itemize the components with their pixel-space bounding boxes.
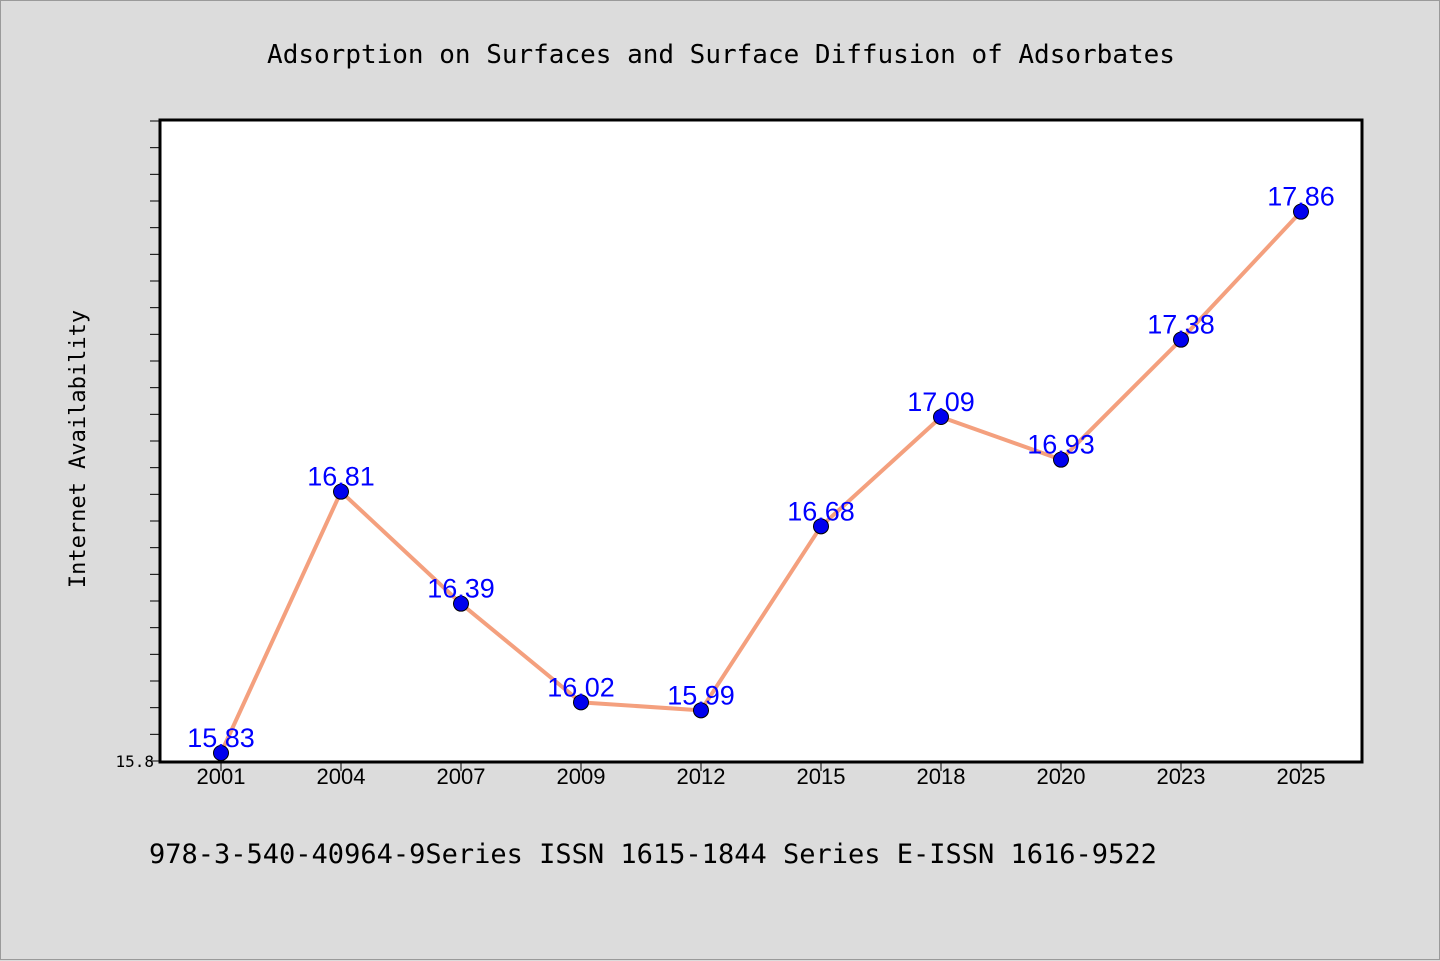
x-tick-label: 2025 <box>1277 764 1326 789</box>
data-label: 16.93 <box>1027 430 1095 460</box>
y-axis-ticks <box>150 120 160 762</box>
footer-isbn-text: 978-3-540-40964-9Series ISSN 1615-1844 S… <box>149 839 1157 870</box>
data-label: 15.99 <box>667 680 735 710</box>
data-point <box>1053 451 1069 468</box>
y-tick-label: 15.8 <box>115 752 154 771</box>
x-tick-label: 2004 <box>317 764 366 789</box>
y-axis-tick-labels: 15.8 <box>115 752 154 771</box>
x-tick-label: 2009 <box>557 764 606 789</box>
y-axis-label: Internet Availability <box>66 310 91 588</box>
series-line-group <box>219 209 1303 755</box>
data-point <box>693 702 709 719</box>
data-label: 17.86 <box>1267 182 1335 212</box>
data-label: 17.38 <box>1147 310 1215 340</box>
data-point <box>573 694 589 711</box>
data-point <box>933 409 949 425</box>
x-tick-label: 2001 <box>197 764 246 789</box>
data-point <box>213 745 229 761</box>
data-point <box>453 595 469 612</box>
data-point <box>813 518 829 535</box>
x-axis-ticks <box>220 761 1302 771</box>
x-tick-label: 2023 <box>1157 764 1206 789</box>
data-labels: 15.83 16.81 16.39 16.02 15.99 16.68 17.09 16.93… <box>187 182 1335 753</box>
x-axis-tick-labels: 2001 2004 2007 2009 2012 2015 2018 2020 2023 2025 <box>197 764 1326 789</box>
data-point <box>1173 331 1189 348</box>
data-point <box>1293 203 1309 220</box>
data-point <box>333 483 349 500</box>
x-tick-label: 2015 <box>797 764 846 789</box>
data-label: 16.68 <box>787 496 855 526</box>
series-points <box>213 203 1309 761</box>
data-label: 16.81 <box>307 462 375 492</box>
x-tick-label: 2012 <box>677 764 726 789</box>
x-tick-label: 2007 <box>437 764 486 789</box>
chart-title: Adsorption on Surfaces and Surface Diffu… <box>267 40 1175 70</box>
data-label: 15.83 <box>187 723 255 753</box>
x-tick-label: 2020 <box>1037 764 1086 789</box>
data-label: 16.02 <box>547 672 615 702</box>
plot-area <box>158 118 1364 764</box>
data-label: 16.39 <box>427 574 495 604</box>
data-label: 17.09 <box>907 387 975 417</box>
x-tick-label: 2018 <box>917 764 966 789</box>
series-line <box>219 209 1303 755</box>
